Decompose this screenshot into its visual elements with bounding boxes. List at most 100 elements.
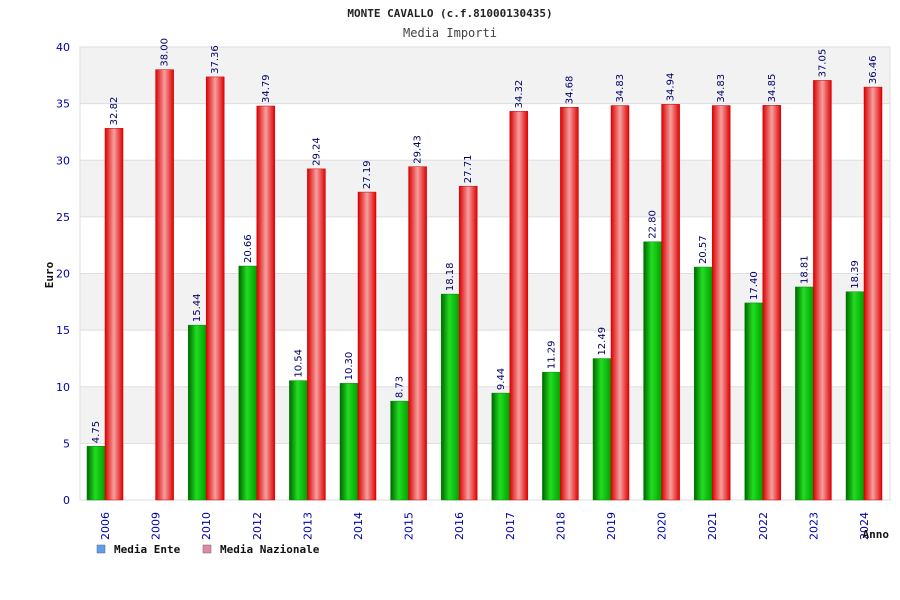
x-tick-label: 2014	[352, 512, 365, 540]
value-label: 36.46	[868, 55, 879, 84]
x-axis-ticks: 2006 2009 2010 2012 2013 2014 2015 2016 2017 2018…	[99, 512, 871, 540]
value-label: 34.83	[615, 74, 626, 103]
x-tick-label: 2023	[807, 512, 820, 540]
y-axis-ticks: 0 5 10 15 20 25 30 35 40	[56, 41, 70, 507]
value-label: 29.43	[413, 135, 424, 164]
value-labels: 4.75 32.82 38.00 15.44 37.36 20.66 34.79 10.54 2…	[91, 38, 879, 443]
bar-media-ente	[440, 293, 460, 501]
bar-media-ente	[845, 291, 865, 501]
bar-media-nazionale	[307, 168, 326, 501]
value-label: 22.80	[648, 210, 659, 239]
x-tick-label: 2022	[757, 512, 770, 540]
bar-media-nazionale	[458, 185, 478, 501]
x-tick-label: 2009	[150, 512, 163, 540]
x-tick-label: 2015	[403, 512, 416, 540]
value-label: 34.68	[564, 76, 575, 105]
value-label: 8.73	[395, 376, 406, 398]
value-label: 37.36	[210, 45, 221, 74]
bar-media-nazionale	[509, 111, 529, 501]
value-label: 32.82	[109, 97, 120, 126]
bar-media-ente	[542, 371, 561, 501]
chart-subtitle: Media Importi	[403, 26, 497, 40]
value-label: 18.39	[850, 260, 861, 289]
bar-media-nazionale	[610, 105, 630, 501]
value-label: 10.30	[344, 352, 355, 381]
y-tick-label: 40	[56, 41, 70, 54]
bar-media-ente	[693, 266, 713, 501]
x-tick-label: 2006	[99, 512, 112, 540]
bar-media-nazionale	[205, 76, 225, 501]
value-label: 9.44	[496, 368, 507, 390]
x-tick-label: 2018	[554, 512, 567, 540]
bar-media-ente	[744, 302, 764, 501]
y-tick-label: 0	[63, 494, 70, 507]
value-label: 27.71	[463, 155, 474, 184]
bar-media-nazionale	[560, 106, 579, 501]
x-tick-label: 2012	[251, 512, 264, 540]
bars	[86, 69, 883, 501]
bar-media-nazionale	[408, 166, 427, 501]
y-tick-label: 10	[56, 381, 70, 394]
bar-media-ente	[289, 380, 308, 501]
legend-label: Media Nazionale	[220, 543, 320, 556]
value-label: 34.94	[666, 73, 677, 102]
y-tick-label: 25	[56, 211, 70, 224]
x-tick-label: 2021	[706, 512, 719, 540]
bar-media-nazionale	[104, 128, 124, 501]
value-label: 34.79	[261, 74, 272, 103]
bar-media-ente	[643, 241, 662, 501]
value-label: 17.40	[749, 271, 760, 300]
bar-media-ente	[592, 358, 612, 501]
bar-media-nazionale	[813, 80, 832, 501]
value-label: 34.83	[716, 74, 727, 103]
chart-title: MONTE CAVALLO (c.f.81000130435)	[347, 7, 552, 20]
y-axis-label: Euro	[43, 261, 56, 288]
x-tick-label: 2017	[504, 512, 517, 540]
value-label: 10.54	[293, 349, 304, 378]
value-label: 11.29	[546, 341, 557, 370]
value-label: 18.81	[799, 255, 810, 284]
bar-media-ente	[390, 400, 409, 501]
x-axis-label: Anno	[863, 528, 890, 541]
value-label: 29.24	[311, 137, 322, 166]
value-label: 20.66	[243, 234, 254, 263]
x-tick-label: 2020	[656, 512, 669, 540]
bar-media-ente	[795, 286, 814, 501]
y-tick-label: 30	[56, 154, 70, 167]
bar-media-nazionale	[155, 69, 174, 501]
value-label: 34.85	[767, 74, 778, 103]
x-tick-label: 2013	[301, 512, 314, 540]
x-tick-label: 2010	[200, 512, 213, 540]
y-tick-label: 35	[56, 98, 70, 111]
legend: Media Ente Media Nazionale	[96, 543, 320, 556]
bar-media-ente	[339, 383, 359, 501]
y-tick-label: 15	[56, 324, 70, 337]
x-tick-label: 2019	[605, 512, 618, 540]
x-tick-label: 2016	[453, 512, 466, 540]
legend-swatch	[96, 544, 106, 554]
value-label: 27.19	[362, 160, 373, 189]
value-label: 18.18	[445, 262, 456, 291]
value-label: 38.00	[160, 38, 171, 67]
bar-media-ente	[86, 445, 106, 501]
value-label: 37.05	[817, 49, 828, 78]
x-tick-label: 2024	[858, 512, 871, 540]
bar-media-nazionale	[256, 105, 276, 501]
bar-media-ente	[491, 392, 511, 501]
legend-swatch	[202, 544, 212, 554]
value-label: 20.57	[698, 235, 709, 264]
bar-media-ente	[187, 324, 207, 501]
value-label: 15.44	[192, 294, 203, 323]
y-tick-label: 20	[56, 268, 70, 281]
value-label: 34.32	[514, 80, 525, 109]
bar-media-nazionale	[863, 86, 883, 501]
bar-media-nazionale	[661, 104, 680, 501]
y-tick-label: 5	[63, 437, 70, 450]
value-label: 12.49	[597, 327, 608, 356]
legend-label: Media Ente	[114, 543, 181, 556]
bar-media-nazionale	[357, 191, 377, 501]
value-label: 4.75	[91, 421, 102, 443]
bar-media-nazionale	[711, 105, 731, 501]
bar-media-nazionale	[762, 105, 782, 501]
